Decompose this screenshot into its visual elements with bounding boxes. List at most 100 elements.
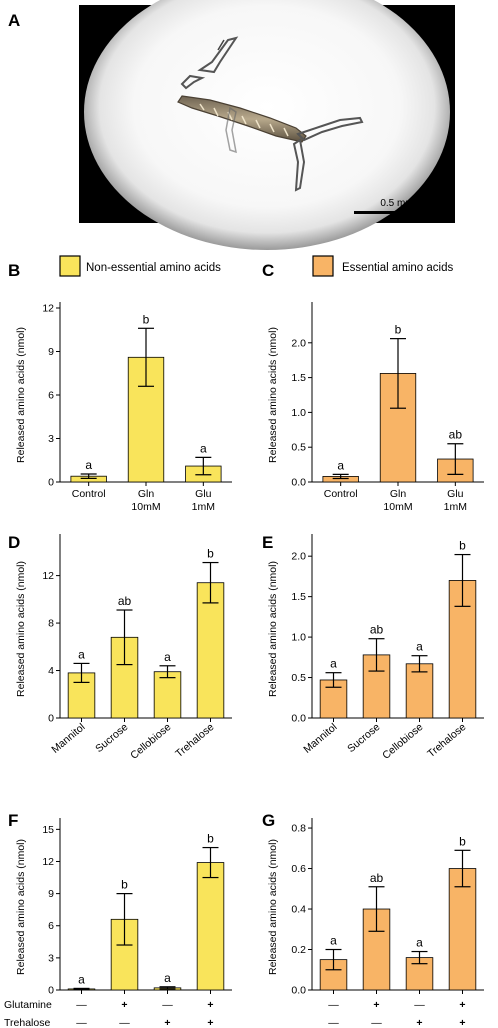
y-tick-label: 0.8 — [291, 823, 306, 835]
legend-label-non-essential: Non-essential amino acids — [86, 262, 221, 274]
y-tick-label: 0.0 — [291, 985, 306, 997]
significance-letter: a — [337, 458, 344, 472]
significance-letter: ab — [370, 623, 384, 637]
x-tick-label: Gln — [390, 488, 407, 500]
significance-letter: a — [78, 972, 85, 986]
x-tick-label: Sucrose — [345, 721, 382, 755]
chart-panel-B: B 0 3 6 9 12 Released amino acids (nmol) a Contr… — [8, 261, 232, 513]
x-tick-label: 10mM — [383, 501, 412, 513]
x-tick-label: Cellobiose — [128, 721, 173, 762]
x-tick-label: Mannitol — [301, 721, 339, 756]
row-label-glutamine: Glutamine — [4, 999, 52, 1011]
significance-letter: ab — [370, 871, 384, 885]
minus-label: — — [76, 1017, 87, 1028]
y-tick-label: 12 — [42, 570, 54, 582]
chart-panel-D: D 0 4 8 12 Released amino acids (nmol) a Mannit… — [8, 533, 232, 762]
y-axis-label: Released amino acids (nmol) — [15, 839, 27, 975]
y-tick-label: 6 — [48, 390, 54, 402]
x-tick-label: Control — [324, 488, 358, 500]
x-tick-label: Mannitol — [49, 721, 87, 756]
minus-label: — — [328, 999, 339, 1011]
y-tick-label: 12 — [42, 303, 54, 315]
plus-label: + — [459, 999, 465, 1011]
minus-label: — — [76, 999, 87, 1011]
plus-label: + — [207, 999, 213, 1011]
y-tick-label: 12 — [42, 856, 54, 868]
y-tick-label: 3 — [48, 433, 54, 445]
significance-letter: a — [330, 934, 337, 948]
legend-essential: Essential amino acids — [312, 255, 453, 277]
charts-layer: B 0 3 6 9 12 Released amino acids (nmol) a Contr… — [4, 261, 484, 1028]
y-axis-label: Released amino acids (nmol) — [267, 839, 279, 975]
plus-label: + — [416, 1017, 422, 1028]
y-tick-label: 15 — [42, 824, 54, 836]
significance-letter: ab — [118, 594, 132, 608]
plus-label: + — [207, 1017, 213, 1028]
plus-label: + — [373, 999, 379, 1011]
x-tick-label: Glu — [195, 488, 212, 500]
x-tick-label: 1mM — [192, 501, 215, 513]
significance-letter: b — [143, 312, 150, 326]
y-tick-label: 2.0 — [291, 551, 306, 563]
scale-label: 0.5 mm — [380, 198, 413, 209]
significance-letter: b — [459, 539, 466, 553]
x-tick-label: Cellobiose — [380, 721, 425, 762]
y-tick-label: 1.0 — [291, 407, 306, 419]
y-tick-label: 0.0 — [291, 713, 306, 725]
y-tick-label: 6 — [48, 920, 54, 932]
significance-letter: b — [395, 323, 402, 337]
bar — [153, 671, 182, 719]
x-tick-label: Glu — [447, 488, 464, 500]
chart-panel-G: G 0.0 0.2 0.4 0.6 0.8 Released amino acids (nm… — [262, 811, 484, 1028]
plus-label: + — [164, 1017, 170, 1028]
significance-letter: a — [416, 640, 423, 654]
y-tick-label: 0.5 — [291, 672, 306, 684]
y-tick-label: 0.2 — [291, 944, 306, 956]
x-tick-label: Trehalose — [173, 721, 216, 760]
panel-letter-B: B — [8, 261, 20, 280]
y-axis-label: Released amino acids (nmol) — [267, 561, 279, 697]
y-axis-label: Released amino acids (nmol) — [267, 327, 279, 463]
bar — [110, 918, 139, 991]
chart-panel-F: F 0 3 6 9 12 15 Released amino acids (nmol) a — — b… — [4, 811, 232, 1028]
panel-letter-D: D — [8, 533, 20, 552]
chart-panel-E: E 0.0 0.5 1.0 1.5 2.0 Released amino acids (nm… — [262, 533, 484, 762]
bar — [196, 862, 225, 991]
y-tick-label: 1.0 — [291, 632, 306, 644]
significance-letter: a — [164, 650, 171, 664]
legend-label-essential: Essential amino acids — [342, 262, 453, 274]
y-tick-label: 4 — [48, 665, 54, 677]
significance-letter: a — [330, 657, 337, 671]
y-tick-label: 8 — [48, 618, 54, 630]
minus-label: — — [414, 999, 425, 1011]
legend-non-essential: Non-essential amino acids — [59, 255, 221, 277]
x-tick-label: Sucrose — [93, 721, 130, 755]
row-label-trehalose: Trehalose — [4, 1017, 50, 1028]
scale-bar — [354, 211, 440, 214]
x-tick-label: 1mM — [444, 501, 467, 513]
significance-letter: b — [207, 832, 214, 846]
panel-letter-A: A — [8, 11, 20, 30]
y-axis-label: Released amino acids (nmol) — [15, 327, 27, 463]
minus-label: — — [162, 999, 173, 1011]
minus-label: — — [119, 1017, 130, 1028]
y-tick-label: 0.6 — [291, 863, 306, 875]
minus-label: — — [371, 1017, 382, 1028]
legend-swatch-essential — [312, 255, 334, 277]
plus-label: + — [459, 1017, 465, 1028]
significance-letter: a — [164, 971, 171, 985]
significance-letter: a — [416, 936, 423, 950]
y-tick-label: 2.0 — [291, 337, 306, 349]
y-tick-label: 0.0 — [291, 477, 306, 489]
x-tick-label: Gln — [138, 488, 155, 500]
x-tick-label: Control — [72, 488, 106, 500]
bar — [196, 582, 225, 719]
legend-swatch-non-essential — [59, 255, 81, 277]
significance-letter: b — [459, 834, 466, 848]
significance-letter: ab — [449, 428, 463, 442]
panel-letter-E: E — [262, 533, 273, 552]
y-tick-label: 0 — [48, 713, 54, 725]
plus-label: + — [121, 999, 127, 1011]
y-tick-label: 0.5 — [291, 442, 306, 454]
y-tick-label: 1.5 — [291, 372, 306, 384]
